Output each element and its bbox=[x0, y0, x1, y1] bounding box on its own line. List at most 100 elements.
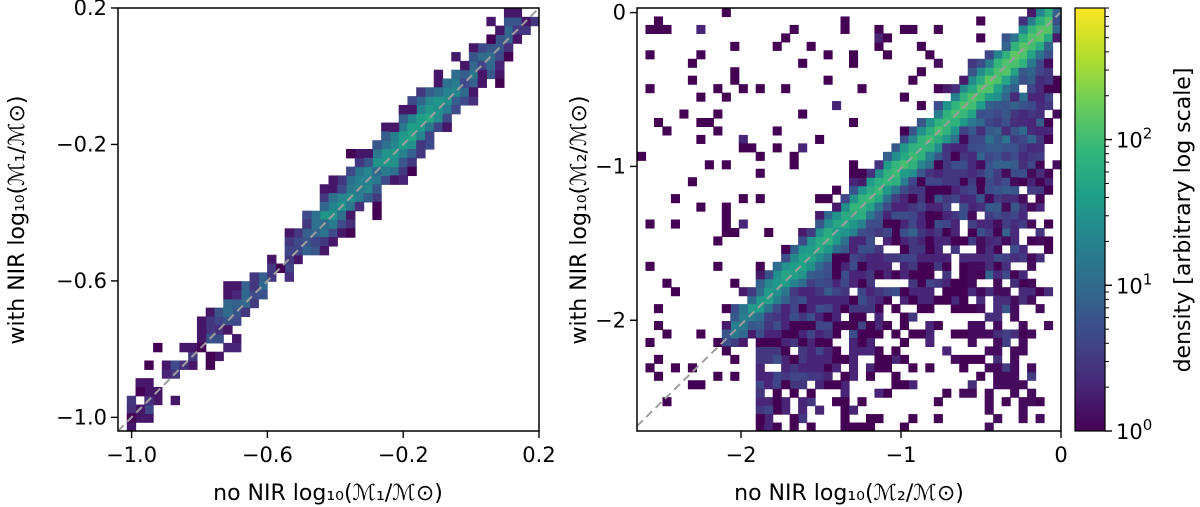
right-heatmap-cell bbox=[942, 185, 952, 195]
left-heatmap-cell bbox=[144, 386, 154, 397]
right-heatmap-cell bbox=[899, 177, 909, 187]
left-heatmap-cell bbox=[433, 96, 444, 106]
right-heatmap-cell bbox=[772, 354, 782, 364]
right-heatmap-cell bbox=[959, 117, 969, 128]
left-heatmap-cell bbox=[468, 87, 479, 97]
right-heatmap-cell bbox=[976, 185, 986, 195]
right-heatmap-cell bbox=[1027, 67, 1037, 77]
right-heatmap-cell bbox=[849, 304, 859, 314]
right-heatmap-cell bbox=[993, 168, 1003, 178]
right-heatmap-cell bbox=[832, 253, 842, 263]
left-heatmap-cell bbox=[293, 228, 303, 238]
right-heatmap-cell bbox=[755, 84, 765, 94]
right-heatmap-cell bbox=[1010, 160, 1020, 170]
right-heatmap-cell bbox=[849, 312, 859, 322]
right-heatmap-cell bbox=[942, 101, 952, 111]
right-heatmap-cell bbox=[882, 321, 892, 331]
left-heatmap-cell bbox=[135, 413, 145, 423]
right-heatmap-cell bbox=[1035, 33, 1045, 43]
right-heatmap-cell bbox=[764, 287, 774, 297]
right-heatmap-cell bbox=[899, 321, 909, 331]
right-heatmap-cell bbox=[1035, 253, 1045, 263]
right-heatmap-cell bbox=[789, 363, 799, 373]
right-heatmap-cell bbox=[916, 41, 926, 51]
left-heatmap-cell bbox=[512, 16, 523, 27]
right-heatmap-cell bbox=[772, 346, 782, 356]
right-heatmap-cell bbox=[1018, 219, 1028, 229]
right-heatmap-cell bbox=[1018, 117, 1028, 128]
right-heatmap-cell bbox=[764, 329, 774, 339]
right-heatmap-cell bbox=[942, 202, 952, 212]
right-heatmap-cell bbox=[645, 24, 655, 34]
right-heatmap-cell bbox=[916, 202, 926, 212]
right-heatmap-cell bbox=[840, 397, 850, 407]
left-heatmap-cell bbox=[144, 378, 154, 388]
right-heatmap-cell bbox=[764, 278, 774, 288]
right-heatmap-cell bbox=[857, 227, 867, 238]
right-heatmap-cell bbox=[823, 321, 833, 331]
right-heatmap-cell bbox=[925, 244, 935, 254]
left-heatmap-cell bbox=[468, 78, 479, 88]
right-heatmap-cell bbox=[806, 278, 816, 288]
right-heatmap-cell bbox=[789, 414, 799, 424]
right-heatmap-cell bbox=[1018, 244, 1028, 254]
right-heatmap-cell bbox=[891, 151, 901, 161]
right-heatmap-cell bbox=[798, 329, 808, 339]
right-heatmap-cell bbox=[747, 295, 757, 305]
right-heatmap-cell bbox=[772, 126, 782, 136]
right-heatmap-cell bbox=[687, 363, 697, 373]
right-heatmap-cell bbox=[1027, 92, 1037, 102]
right-heatmap-cell bbox=[874, 304, 884, 314]
right-heatmap-cell bbox=[823, 337, 833, 347]
right-heatmap-cell bbox=[1027, 202, 1037, 212]
right-heatmap-cell bbox=[721, 227, 731, 238]
right-heatmap-cell bbox=[662, 24, 672, 34]
left-heatmap-cell bbox=[346, 149, 356, 159]
right-heatmap-cell bbox=[798, 244, 808, 254]
right-heatmap-cell bbox=[959, 143, 969, 153]
right-heatmap-cell bbox=[984, 227, 994, 238]
right-heatmap-cell bbox=[738, 321, 748, 331]
right-heatmap-cell bbox=[993, 219, 1003, 229]
right-heatmap-cell bbox=[882, 295, 892, 305]
right-heatmap-cell bbox=[721, 346, 731, 356]
right-heatmap-cell bbox=[764, 337, 774, 347]
right-heatmap-cell bbox=[908, 270, 918, 280]
right-heatmap-cell bbox=[662, 126, 672, 136]
right-heatmap-cell bbox=[1052, 16, 1061, 26]
right-heatmap-cell bbox=[823, 304, 833, 314]
right-heatmap-cell bbox=[1010, 304, 1020, 314]
left-heatmap-cell bbox=[407, 140, 417, 150]
right-heatmap-cell bbox=[933, 261, 943, 271]
left-heatmap-cell bbox=[503, 43, 514, 53]
right-heatmap-cell bbox=[1001, 143, 1011, 153]
right-heatmap-cell bbox=[1035, 227, 1045, 238]
right-heatmap-cell bbox=[1035, 126, 1045, 136]
left-heatmap-cell bbox=[126, 404, 137, 414]
right-heatmap-cell bbox=[1044, 321, 1054, 331]
right-heatmap-cell bbox=[1027, 363, 1037, 373]
left-heatmap-cell bbox=[284, 263, 295, 273]
right-heatmap-cell bbox=[891, 236, 901, 246]
right-heatmap-cell bbox=[984, 58, 994, 68]
right-heatmap-cell bbox=[789, 354, 799, 364]
right-heatmap-cell bbox=[984, 329, 994, 339]
right-heatmap-cell bbox=[908, 295, 918, 305]
right-heatmap-cell bbox=[840, 244, 850, 254]
right-heatmap-cell bbox=[832, 185, 842, 195]
left-heatmap-cell bbox=[319, 210, 330, 221]
right-heatmap-cell bbox=[882, 236, 892, 246]
right-heatmap-cell bbox=[899, 160, 909, 170]
right-heatmap-cell bbox=[772, 321, 782, 331]
right-heatmap-cell bbox=[798, 270, 808, 280]
right-heatmap-cell bbox=[849, 236, 859, 246]
left-heatmap-cell bbox=[468, 43, 479, 53]
right-heatmap-cell bbox=[899, 126, 909, 136]
right-heatmap-cell bbox=[849, 219, 859, 229]
right-heatmap-cell bbox=[891, 194, 901, 204]
right-heatmap-cell bbox=[832, 278, 842, 288]
right-heatmap-cell bbox=[789, 24, 799, 34]
right-heatmap-cell bbox=[865, 227, 876, 238]
right-heatmap-cell bbox=[840, 371, 850, 381]
right-heatmap-cell bbox=[806, 346, 816, 356]
